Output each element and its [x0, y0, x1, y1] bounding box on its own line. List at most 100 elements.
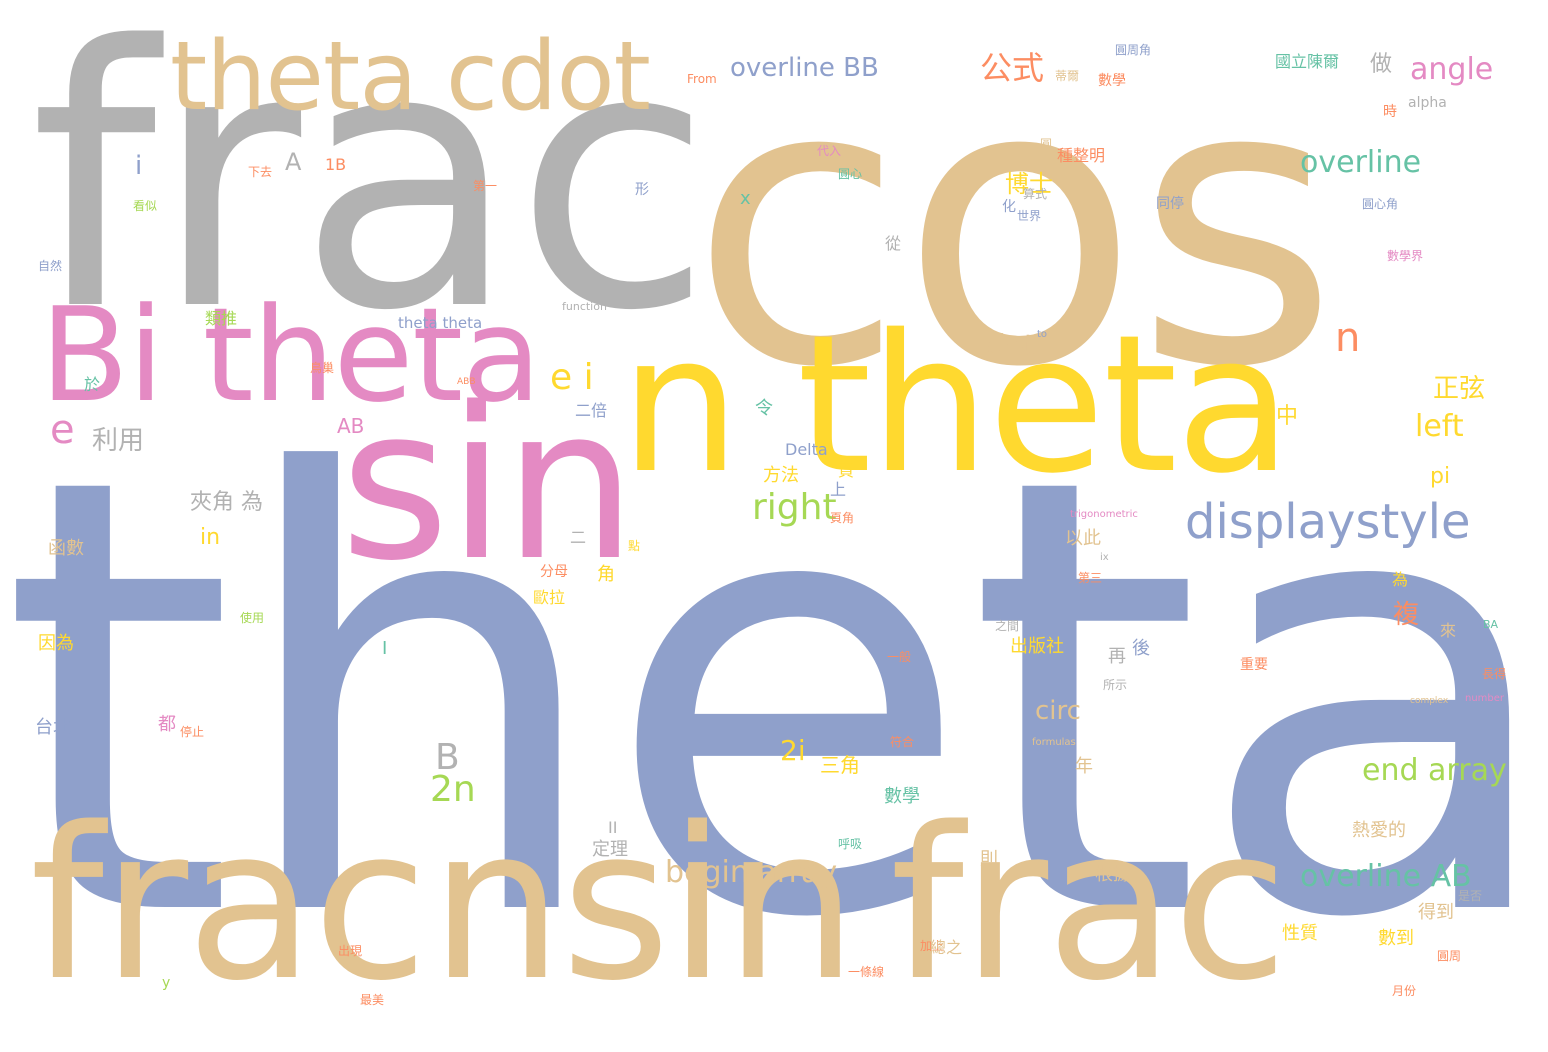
cloud-word: displaystyle — [1185, 494, 1471, 550]
cloud-word: 博士 — [1005, 170, 1053, 198]
cloud-word: in — [200, 525, 221, 550]
cloud-word: II — [608, 818, 618, 837]
cloud-word: 時 — [1383, 104, 1397, 120]
cloud-word: 出現 — [338, 944, 363, 958]
cloud-word: 再 — [1108, 646, 1126, 667]
cloud-word: 是否 — [1458, 889, 1483, 903]
cloud-word: 中 — [1276, 404, 1299, 429]
cloud-word: 做 — [1370, 52, 1393, 77]
cloud-word: 三角 — [820, 753, 860, 777]
cloud-word: overline — [1300, 145, 1422, 180]
cloud-word: circ — [1035, 696, 1081, 726]
cloud-word: cos — [690, 0, 1338, 452]
cloud-word: AB — [337, 414, 365, 438]
cloud-word: BA — [1483, 618, 1499, 631]
cloud-word: 重要 — [1240, 657, 1268, 673]
cloud-word: right — [752, 487, 837, 528]
cloud-word: n — [1335, 315, 1361, 361]
cloud-word: 種整明 — [1057, 146, 1106, 165]
cloud-word: 數學界 — [1387, 249, 1424, 263]
cloud-word: 頁角 — [830, 511, 855, 525]
cloud-word: 性質 — [1282, 923, 1318, 944]
cloud-word: 都 — [158, 714, 176, 735]
cloud-word: end array — [1362, 753, 1507, 788]
cloud-word: 國立陳爾 — [1275, 52, 1340, 71]
cloud-word: A — [285, 148, 302, 176]
cloud-word: frac — [890, 782, 1288, 1027]
cloud-word: 年 — [1075, 756, 1093, 777]
cloud-word: ix — [1100, 552, 1109, 563]
cloud-word: 世界 — [1017, 209, 1042, 223]
cloud-word: I — [382, 638, 388, 659]
cloud-word: 一條線 — [848, 965, 885, 979]
cloud-word: 長得 — [1482, 667, 1507, 681]
cloud-word: frac — [30, 0, 712, 389]
cloud-word: 歐拉 — [533, 588, 566, 607]
cloud-word: 1B — [325, 155, 347, 174]
cloud-word: 加上 — [920, 939, 945, 953]
cloud-word: 蒂爾 — [1055, 69, 1080, 83]
cloud-word: 圓 — [1040, 137, 1053, 151]
cloud-word: Bi theta — [40, 279, 542, 431]
cloud-word: 代入 — [817, 144, 842, 158]
cloud-word: nsin — [430, 782, 858, 1027]
cloud-word: 頁 — [838, 461, 855, 480]
cloud-word: 於 — [84, 375, 101, 394]
cloud-word: 圓周角 — [1115, 43, 1152, 57]
cloud-word: 一般 — [887, 650, 912, 664]
cloud-word: pi — [1430, 464, 1451, 489]
cloud-word: theta — [0, 350, 1548, 1049]
cloud-word: cdot — [970, 329, 1036, 364]
cloud-word: 台北 — [35, 717, 71, 738]
cloud-word: 出版社 — [1010, 636, 1064, 657]
cloud-word: x — [740, 188, 751, 209]
cloud-word: 呼吸 — [838, 837, 863, 851]
cloud-word: formulas — [1032, 737, 1076, 748]
cloud-word: 分母 — [540, 564, 568, 580]
cloud-word: 定理 — [592, 839, 628, 860]
cloud-word: 以此 — [1065, 528, 1101, 549]
cloud-word: 之間 — [995, 619, 1020, 633]
cloud-word: complex — [1410, 696, 1449, 706]
cloud-word: number — [1465, 693, 1505, 704]
cloud-word: overline BB — [730, 53, 879, 83]
cloud-word: 根據 — [1095, 864, 1131, 885]
cloud-word: 二倍 — [575, 401, 608, 420]
cloud-word: 第三 — [1078, 571, 1103, 585]
cloud-word: 最美 — [360, 993, 385, 1007]
cloud-word: 第一 — [473, 179, 498, 193]
cloud-word: 公式 — [980, 49, 1045, 87]
cloud-word: 形 — [635, 182, 649, 198]
cloud-word: B — [435, 737, 460, 778]
cloud-word: function — [562, 300, 607, 313]
cloud-word: Delta — [785, 440, 828, 459]
cloud-word: 角 — [597, 564, 615, 585]
cloud-word: 上 — [830, 480, 847, 499]
cloud-word: 自然 — [38, 259, 63, 273]
cloud-word: e — [50, 407, 75, 453]
cloud-word: 圓心角 — [1362, 197, 1399, 211]
cloud-word: ABB — [457, 377, 476, 387]
cloud-word: 圓周 — [1437, 949, 1462, 963]
cloud-word: 2i — [780, 734, 806, 767]
cloud-word: 同停 — [1156, 196, 1184, 212]
cloud-word: 則 — [980, 849, 998, 870]
cloud-word: angle — [1410, 52, 1494, 87]
cloud-word: e i — [550, 357, 594, 398]
cloud-word: i — [135, 151, 143, 181]
cloud-word: 來 — [1440, 621, 1457, 640]
cloud-word: left — [1415, 409, 1464, 444]
cloud-word: trigonometric — [1070, 509, 1138, 520]
cloud-word: 數學 — [1098, 73, 1126, 89]
cloud-word: 所示 — [1103, 678, 1128, 692]
cloud-word: 熱愛的 — [1352, 820, 1406, 841]
cloud-word: 鳥巢 — [310, 361, 335, 375]
cloud-word: to — [1037, 329, 1048, 340]
cloud-word: overline AB — [1300, 859, 1472, 894]
cloud-word: 正弦 — [1433, 374, 1486, 404]
cloud-word: frac — [30, 782, 428, 1027]
cloud-word: 複 — [1393, 600, 1420, 630]
cloud-word: 月份 — [1392, 984, 1417, 998]
cloud-word: 2n — [430, 769, 476, 810]
